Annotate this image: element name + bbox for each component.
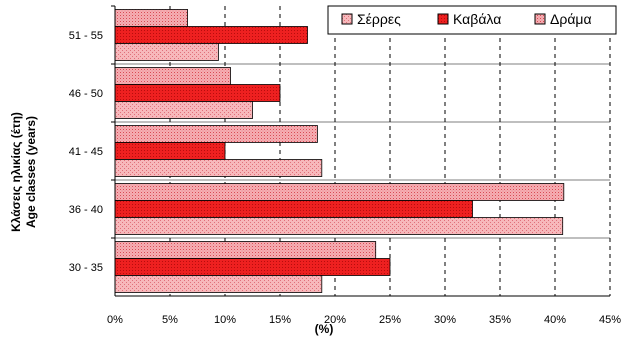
bar-drama-36-40 bbox=[114, 183, 565, 201]
x-tick-label: 5% bbox=[162, 314, 178, 326]
legend-swatch bbox=[437, 13, 449, 25]
bar-drama-30-35 bbox=[114, 241, 377, 259]
x-tick-label: 45% bbox=[599, 314, 621, 326]
bar-kavala-36-40 bbox=[114, 200, 473, 218]
bar-drama-46-50 bbox=[114, 67, 231, 85]
x-axis-title: (%) bbox=[315, 322, 334, 336]
bars bbox=[114, 9, 565, 293]
x-tick-label: 15% bbox=[269, 314, 291, 326]
bar-drama-51-55 bbox=[114, 9, 188, 27]
y-tick-label: 51 - 55 bbox=[69, 30, 103, 42]
y-tick-label: 46 - 50 bbox=[69, 88, 103, 100]
legend: Σέρρες Καβάλα Δράμα bbox=[327, 5, 617, 35]
bar-serres-51-55 bbox=[114, 43, 219, 61]
legend-label: Δράμα bbox=[550, 11, 592, 27]
y-axis-title-line-1: Κλάσεις ηλικίας (έτη) bbox=[9, 112, 23, 232]
axes bbox=[111, 5, 610, 297]
legend-swatch bbox=[341, 13, 353, 25]
y-axis-title-line-2: Age classes (years) bbox=[24, 116, 38, 228]
x-tick-label: 25% bbox=[379, 314, 401, 326]
bar-drama-41-45 bbox=[114, 125, 318, 143]
bar-kavala-41-45 bbox=[114, 142, 226, 160]
y-tick-label: 41 - 45 bbox=[69, 146, 103, 158]
y-tick-label: 36 - 40 bbox=[69, 204, 103, 216]
bar-serres-41-45 bbox=[114, 159, 323, 177]
legend-label: Καβάλα bbox=[453, 11, 501, 27]
x-tick-label: 0% bbox=[107, 314, 123, 326]
legend-label: Σέρρες bbox=[357, 11, 401, 27]
y-tick-label: 30 - 35 bbox=[69, 262, 103, 274]
x-tick-label: 20% bbox=[324, 314, 346, 326]
x-tick-label: 30% bbox=[434, 314, 456, 326]
bar-serres-46-50 bbox=[114, 101, 253, 119]
bar-kavala-46-50 bbox=[114, 84, 281, 102]
x-tick-label: 35% bbox=[489, 314, 511, 326]
bar-serres-30-35 bbox=[114, 275, 323, 293]
legend-swatch bbox=[534, 13, 546, 25]
bar-kavala-51-55 bbox=[114, 26, 308, 44]
bar-kavala-30-35 bbox=[114, 258, 391, 276]
x-tick-label: 40% bbox=[544, 314, 566, 326]
bar-serres-36-40 bbox=[114, 217, 564, 235]
x-tick-label: 10% bbox=[214, 314, 236, 326]
tick-labels: 30 - 35 36 - 40 41 - 45 46 - 50 51 - 55 0% 5% 1… bbox=[69, 30, 621, 326]
legend-box bbox=[327, 5, 617, 35]
